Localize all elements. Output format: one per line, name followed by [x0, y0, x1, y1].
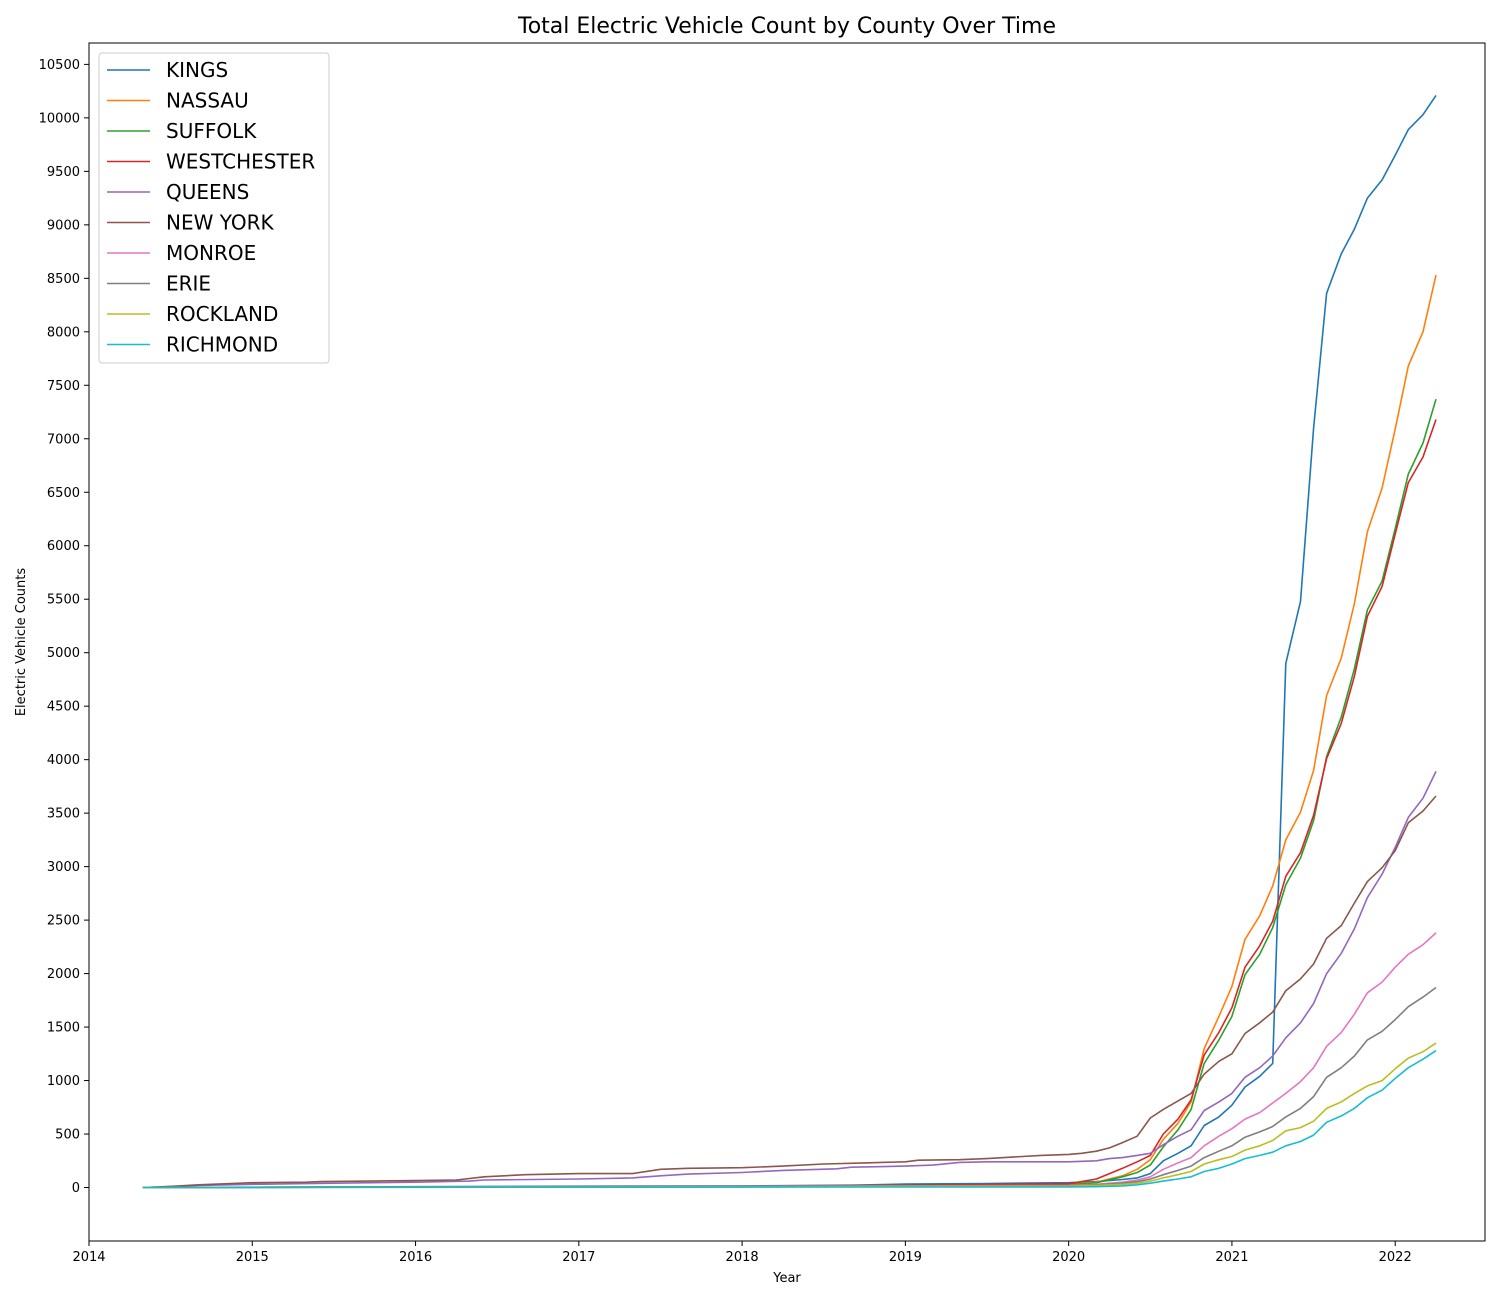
legend-box [98, 52, 330, 364]
x-tick-label: 2021 [1215, 1250, 1248, 1265]
y-tick-label: 6000 [47, 539, 80, 554]
y-tick-label: 10000 [39, 111, 80, 126]
y-tick-label: 5500 [47, 593, 80, 608]
y-tick-label: 2500 [47, 914, 80, 929]
x-tick-label: 2015 [236, 1250, 269, 1265]
series-line-monroe [142, 932, 1437, 1189]
y-tick-label: 2000 [47, 967, 80, 982]
y-tick-label: 1500 [47, 1021, 80, 1036]
series-line-kings [142, 94, 1437, 1189]
y-tick-label: 4500 [47, 700, 80, 715]
series-line-nassau [142, 274, 1437, 1189]
y-axis: 0 500 1000 1500 2000 2500 3000 3500 4000 4500 5000… [39, 58, 89, 1196]
legend-label: MONROE [166, 241, 256, 265]
legend-entries: KINGS NASSAU SUFFOLK WESTCHESTER QUEENS NEW Y… [107, 58, 315, 357]
y-tick-label: 8500 [47, 272, 80, 287]
y-tick-label: 6500 [47, 486, 80, 501]
legend-label: SUFFOLK [166, 119, 257, 143]
legend-label: RICHMOND [166, 333, 278, 357]
y-tick-label: 7500 [47, 379, 80, 394]
series-line-westchester [142, 419, 1437, 1189]
y-tick-label: 4000 [47, 753, 80, 768]
y-tick-label: 9000 [47, 218, 80, 233]
x-axis: 2014 2015 2016 2017 2018 2019 2020 2021 2022 [72, 1241, 1412, 1265]
legend-label: WESTCHESTER [166, 150, 315, 174]
x-tick-label: 2020 [1052, 1250, 1085, 1265]
series-line-richmond [142, 1049, 1437, 1189]
x-tick-label: 2016 [399, 1250, 432, 1265]
series-line-suffolk [142, 398, 1437, 1189]
series-line-erie [142, 986, 1437, 1189]
y-tick-label: 10500 [39, 58, 80, 73]
y-tick-label: 5000 [47, 646, 80, 661]
y-tick-label: 3500 [47, 807, 80, 822]
x-tick-label: 2018 [726, 1250, 759, 1265]
y-tick-label: 500 [55, 1128, 80, 1143]
x-tick-label: 2019 [889, 1250, 922, 1265]
series-line-rockland [142, 1042, 1437, 1189]
series-line-queens [142, 771, 1437, 1189]
legend-label: QUEENS [166, 180, 249, 204]
plot-lines [142, 94, 1437, 1189]
y-tick-label: 7000 [47, 432, 80, 447]
x-tick-label: 2022 [1379, 1250, 1412, 1265]
legend-label: NEW YORK [166, 211, 274, 235]
legend-label: ROCKLAND [166, 302, 278, 326]
y-tick-label: 9500 [47, 165, 80, 180]
chart-title: Total Electric Vehicle Count by County O… [517, 14, 1056, 39]
x-tick-label: 2017 [562, 1250, 595, 1265]
legend-label: NASSAU [166, 89, 249, 113]
series-line-new-york [142, 795, 1437, 1189]
y-tick-label: 8000 [47, 325, 80, 340]
y-tick-label: 1000 [47, 1074, 80, 1089]
x-axis-label: Year [772, 1271, 801, 1286]
x-tick-label: 2014 [72, 1250, 105, 1265]
plot-frame [88, 42, 1486, 1242]
y-axis-label: Electric Vehicle Counts [14, 568, 29, 717]
legend: KINGS NASSAU SUFFOLK WESTCHESTER QUEENS NEW Y… [98, 52, 330, 364]
legend-label: KINGS [166, 58, 228, 82]
y-tick-label: 0 [72, 1181, 80, 1196]
legend-label: ERIE [166, 272, 211, 296]
y-tick-label: 3000 [47, 860, 80, 875]
